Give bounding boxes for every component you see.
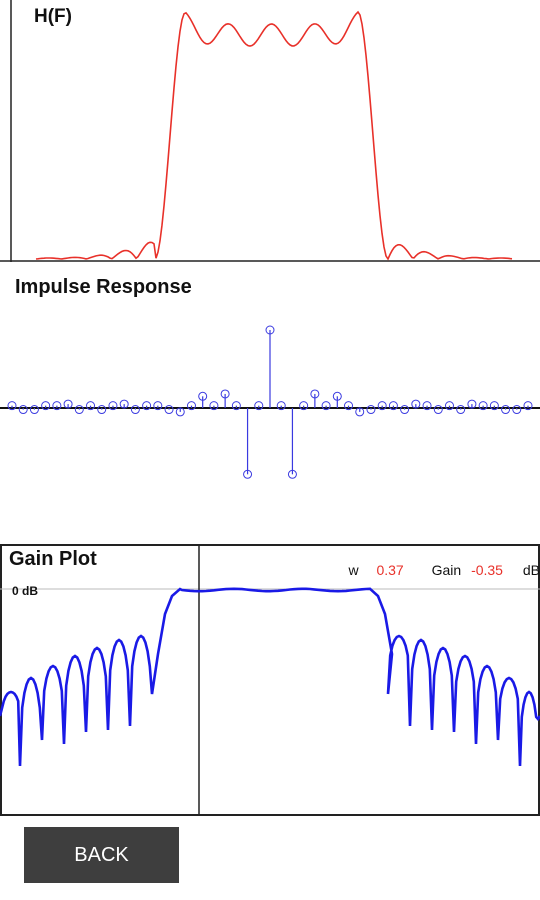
impulse-marker — [164, 405, 174, 415]
gain-title: Gain Plot — [9, 548, 97, 570]
impulse-marker — [153, 401, 163, 411]
gain-panel[interactable]: Gain Plot 0 dB w 0.37 Gain -0.35 dB — [0, 544, 540, 816]
impulse-marker — [310, 389, 320, 399]
footer: BACK — [0, 816, 540, 900]
impulse-marker — [74, 405, 84, 415]
impulse-marker — [276, 401, 286, 411]
impulse-marker — [299, 401, 309, 411]
impulse-marker — [321, 401, 331, 411]
impulse-marker — [7, 401, 17, 411]
impulse-marker — [41, 401, 51, 411]
impulse-marker — [411, 399, 421, 409]
impulse-marker — [142, 401, 152, 411]
impulse-marker — [501, 405, 511, 415]
impulse-marker — [366, 405, 376, 415]
impulse-chart — [0, 325, 540, 479]
impulse-marker — [433, 405, 443, 415]
impulse-marker — [377, 401, 387, 411]
impulse-marker — [108, 401, 118, 411]
impulse-marker — [186, 401, 196, 411]
impulse-marker — [119, 399, 129, 409]
impulse-stems — [7, 325, 533, 479]
impulse-marker — [97, 405, 107, 415]
impulse-marker — [231, 401, 241, 411]
impulse-marker — [86, 401, 96, 411]
gain-curve — [0, 587, 540, 767]
impulse-marker — [287, 469, 297, 479]
impulse-marker — [209, 401, 219, 411]
impulse-marker — [355, 407, 365, 417]
impulse-marker — [52, 401, 62, 411]
hf-chart — [0, 0, 540, 262]
impulse-marker — [220, 389, 230, 399]
impulse-marker — [254, 401, 264, 411]
impulse-marker — [456, 405, 466, 415]
impulse-marker — [29, 405, 39, 415]
unit-label: dB — [522, 562, 540, 578]
impulse-marker — [478, 401, 488, 411]
impulse-marker — [18, 405, 28, 415]
hf-curve — [35, 10, 513, 261]
impulse-marker — [400, 405, 410, 415]
w-label: w — [348, 562, 359, 578]
impulse-marker — [512, 405, 522, 415]
impulse-marker — [344, 401, 354, 411]
impulse-marker — [198, 391, 208, 401]
zero-db-label: 0 dB — [12, 584, 39, 598]
gain-value: -0.35 — [471, 562, 503, 578]
impulse-title: Impulse Response — [15, 276, 192, 298]
w-value: 0.37 — [376, 562, 404, 578]
hf-panel: H(F) — [0, 0, 540, 272]
impulse-marker — [265, 325, 275, 335]
gain-readout: w 0.37 Gain -0.35 dB — [342, 562, 540, 578]
gain-chart[interactable] — [0, 544, 540, 816]
impulse-marker — [523, 401, 533, 411]
impulse-marker — [130, 405, 140, 415]
impulse-marker — [489, 401, 499, 411]
impulse-marker — [388, 401, 398, 411]
impulse-marker — [467, 399, 477, 409]
impulse-marker — [63, 399, 73, 409]
back-button[interactable]: BACK — [24, 827, 179, 883]
gain-label: Gain — [431, 562, 462, 578]
hf-title: H(F) — [34, 6, 72, 27]
impulse-panel: Impulse Response — [0, 272, 540, 544]
impulse-marker — [332, 391, 342, 401]
impulse-marker — [422, 401, 432, 411]
impulse-marker — [243, 469, 253, 479]
impulse-marker — [444, 401, 454, 411]
impulse-marker — [175, 407, 185, 417]
